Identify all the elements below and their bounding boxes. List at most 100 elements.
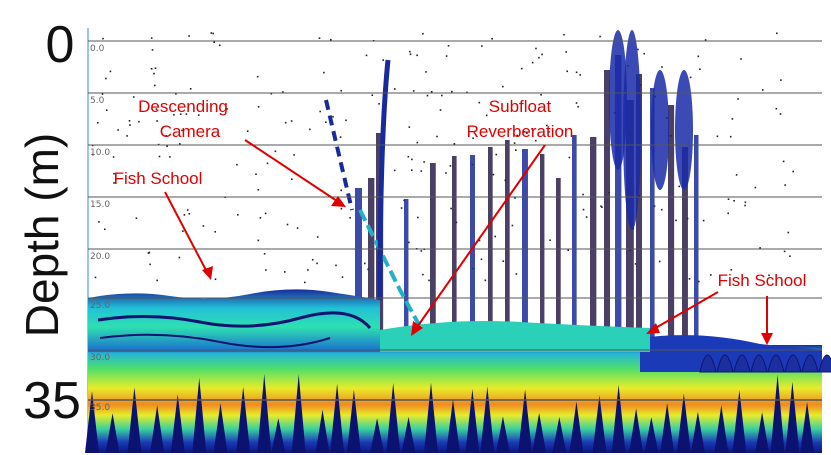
arrow-fish-school-left-head: [202, 266, 213, 280]
noise-dot: [307, 269, 309, 271]
noise-dot: [523, 130, 525, 133]
noise-dot: [744, 201, 747, 204]
fish-school-hump: [784, 354, 802, 373]
noise-dot: [601, 206, 603, 208]
noise-dot: [284, 271, 286, 273]
noise-dot: [568, 156, 571, 159]
seafloor-spike: [401, 417, 416, 453]
noise-dot: [733, 200, 735, 202]
noise-dot: [173, 114, 175, 116]
descending-camera-track: [324, 59, 432, 346]
reverberation-streak: [452, 156, 457, 340]
noise-dot: [101, 93, 104, 95]
noise-dot: [762, 89, 764, 91]
noise-dot: [426, 94, 429, 97]
noise-dot: [502, 85, 504, 88]
reverberation-column: [651, 70, 669, 190]
noise-dot: [270, 92, 273, 95]
reverberation-column: [623, 30, 641, 230]
reverberation-streak: [522, 149, 528, 340]
seafloor-spike: [800, 402, 815, 453]
fish-school-hump: [699, 354, 717, 373]
reverberation-streak: [668, 105, 675, 340]
noise-dot: [408, 126, 411, 128]
seafloor-band: [85, 345, 822, 453]
noise-dot: [678, 185, 680, 188]
noise-dot: [585, 216, 588, 218]
seafloor-spike: [105, 413, 120, 453]
noise-dot: [97, 121, 99, 124]
noise-dot: [783, 250, 786, 253]
noise-dot: [582, 208, 585, 211]
arrow-fish-school-right-b-head: [761, 333, 773, 345]
noise-dot: [147, 252, 150, 254]
noise-dot: [135, 217, 138, 219]
noise-dot: [325, 121, 327, 123]
reverberation-streak: [650, 88, 655, 340]
noise-dot: [637, 48, 639, 51]
noise-dot: [495, 153, 498, 156]
noise-dot: [185, 113, 188, 115]
annotation-subfloat-line2: Reverberation: [467, 122, 574, 141]
noise-dot: [478, 101, 481, 104]
seafloor-spike: [271, 418, 286, 453]
noise-dot: [210, 32, 213, 34]
noise-dot: [255, 173, 257, 175]
reverberation-streak: [488, 147, 493, 340]
noise-dot: [484, 279, 487, 282]
noise-dot: [409, 53, 412, 56]
noise-dot: [727, 212, 729, 215]
seafloor-spike: [291, 374, 306, 453]
seafloor-spike: [257, 374, 272, 453]
noise-dot: [768, 274, 770, 277]
seafloor-spike: [446, 399, 461, 453]
noise-dot: [516, 134, 518, 137]
depth-tick-label: 25.0: [90, 301, 110, 311]
noise-dot: [735, 174, 738, 176]
noise-dot: [150, 37, 153, 39]
noise-dot: [150, 68, 153, 70]
noise-dot: [531, 128, 533, 130]
noise-dot: [165, 135, 167, 137]
subfloat-reverberation-streaks: [355, 30, 699, 340]
noise-dot: [579, 74, 581, 76]
seafloor-spike: [346, 389, 361, 453]
noise-dot: [453, 143, 456, 145]
noise-dot: [600, 205, 602, 207]
noise-dot: [155, 108, 158, 110]
noise-dot: [702, 219, 705, 222]
noise-dot: [266, 162, 269, 165]
noise-dot: [792, 170, 794, 173]
noise-dot: [179, 143, 181, 145]
noise-dot: [565, 51, 567, 53]
noise-dot: [188, 213, 191, 215]
noise-dot: [113, 182, 115, 184]
noise-dot: [257, 239, 260, 242]
noise-dot: [582, 193, 584, 196]
noise-dot: [784, 184, 786, 186]
annotation-descending-camera-line1: Descending: [138, 97, 228, 116]
noise-dot: [485, 114, 488, 117]
fish-school-right-band: [640, 335, 831, 373]
noise-dot: [575, 102, 578, 104]
noise-dot: [779, 113, 782, 115]
noise-dot: [257, 189, 260, 191]
annotation-subfloat-line1: Subfloat: [489, 97, 552, 116]
noise-dot: [94, 276, 97, 279]
noise-dot: [420, 170, 423, 172]
noise-dot: [365, 54, 368, 57]
seafloor-spike: [85, 391, 99, 453]
noise-dot: [496, 105, 498, 108]
seafloor-spike: [611, 384, 626, 453]
reverberation-streak: [694, 135, 699, 340]
noise-dot: [153, 72, 155, 75]
noise-dot: [514, 197, 516, 199]
annotation-fish-school-right: Fish School: [718, 271, 807, 290]
noise-dot: [491, 38, 493, 40]
noise-dot: [293, 154, 295, 156]
noise-dot: [541, 53, 543, 56]
fish-school-hump: [750, 354, 768, 373]
noise-dot: [117, 129, 119, 131]
arrow-fish-school-right-a-head: [646, 323, 660, 334]
depth-tick-label: 0.0: [90, 44, 105, 54]
